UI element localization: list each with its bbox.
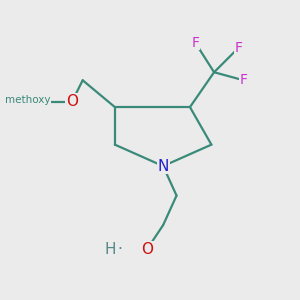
Text: F: F (240, 73, 248, 87)
Text: methoxy: methoxy (5, 95, 50, 105)
Text: H: H (105, 242, 116, 257)
Text: O: O (141, 242, 153, 257)
Text: F: F (234, 41, 242, 55)
Text: ·: · (118, 242, 122, 257)
Text: F: F (191, 36, 199, 50)
Text: N: N (158, 159, 169, 174)
Text: O: O (66, 94, 78, 109)
